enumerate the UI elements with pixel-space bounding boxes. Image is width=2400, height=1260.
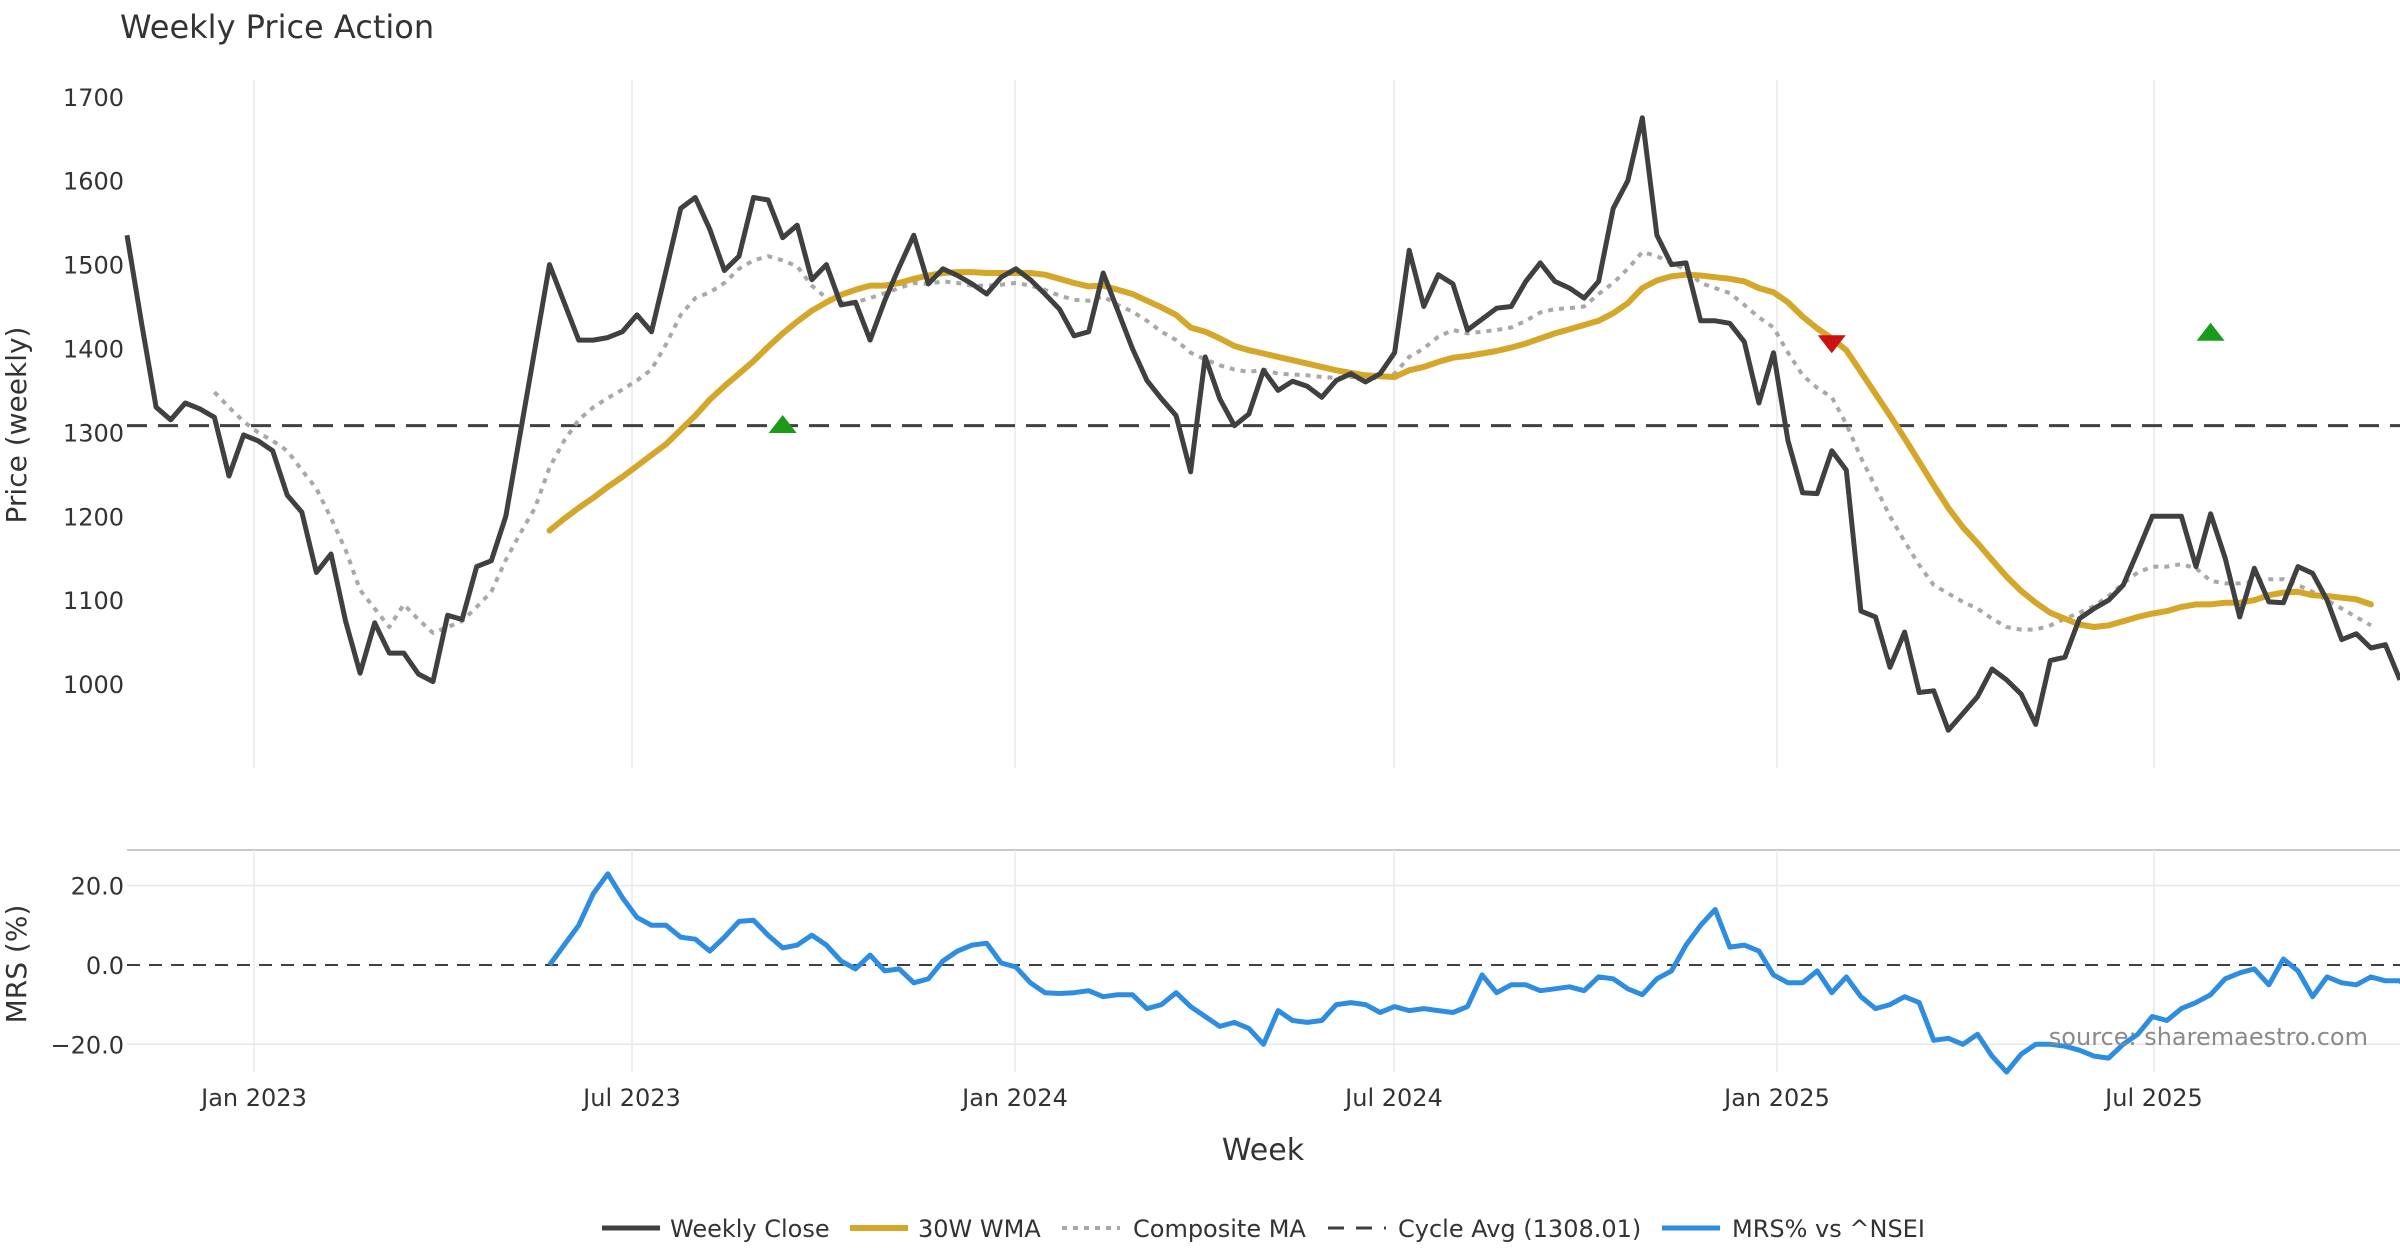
legend-cycle-label: Cycle Avg (1308.01): [1398, 1215, 1641, 1243]
x-tick-labels: Jan 2023 Jul 2023 Jan 2024 Jul 2024 Jan 2025…: [199, 1084, 2203, 1112]
price-y-tick-label: 1100: [63, 587, 124, 615]
mrs-y-tick-label: −20.0: [50, 1031, 124, 1059]
price-y-label: Price (weekly): [0, 327, 33, 524]
source-label: source: sharemaestro.com: [2049, 1023, 2368, 1051]
mrs-y-tick-label: 20.0: [71, 873, 124, 901]
mrs-y-tick-label: 0.0: [86, 952, 124, 980]
mrs-y-label: MRS (%): [0, 905, 33, 1024]
x-tick-label: Jul 2024: [1343, 1084, 1443, 1112]
x-tick-label: Jan 2024: [960, 1084, 1068, 1112]
price-y-tick-label: 1700: [63, 84, 124, 112]
x-tick-label: Jan 2025: [1722, 1084, 1830, 1112]
price-grid: [253, 80, 2155, 768]
wma-line: [546, 269, 2374, 630]
legend-composite-label: Composite MA: [1133, 1215, 1306, 1243]
sell-signal-marker: [1817, 335, 1846, 354]
chart-title: Weekly Price Action: [120, 8, 434, 46]
price-y-tick-label: 1200: [63, 503, 124, 531]
price-y-tick-label: 1300: [63, 419, 124, 447]
signal-markers: [768, 322, 2225, 433]
legend-mrs-label: MRS% vs ^NSEI: [1732, 1215, 1925, 1243]
legend: Weekly Close 30W WMA Composite MA Cycle …: [602, 1215, 1925, 1243]
price-y-tick-label: 1500: [63, 252, 124, 280]
buy-signal-marker: [768, 415, 797, 433]
mrs-line: [547, 871, 2400, 1075]
x-tick-label: Jan 2023: [199, 1084, 307, 1112]
legend-weekly-close-label: Weekly Close: [670, 1215, 830, 1243]
x-tick-label: Jul 2023: [581, 1084, 681, 1112]
weekly-close-line: [124, 115, 2400, 733]
mrs-y-ticks: 20.0 0.0 −20.0: [50, 873, 124, 1060]
price-y-tick-label: 1600: [63, 168, 124, 196]
x-axis-label: Week: [1222, 1133, 1305, 1168]
x-tick-label: Jul 2025: [2103, 1084, 2203, 1112]
buy-signal-marker: [2196, 322, 2225, 341]
legend-wma-label: 30W WMA: [918, 1215, 1041, 1243]
price-y-ticks: 1000 1100 1200 1300 1400 1500 1600 1700: [63, 84, 124, 699]
price-y-tick-label: 1400: [63, 335, 124, 363]
price-y-tick-label: 1000: [63, 671, 124, 699]
